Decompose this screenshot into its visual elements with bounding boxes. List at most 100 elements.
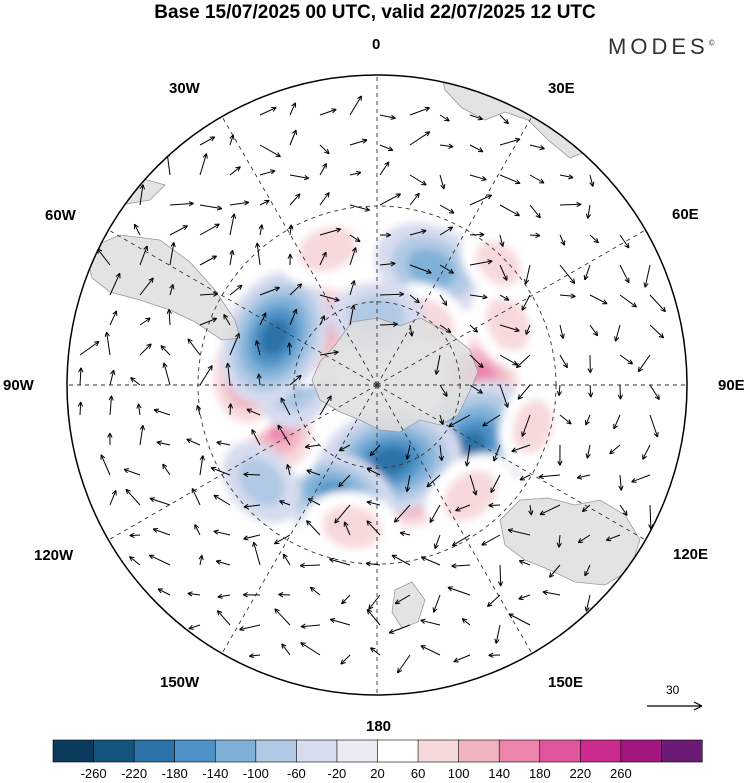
wind-vector-head xyxy=(280,397,286,403)
wind-vector-head xyxy=(291,102,297,108)
wind-vector-head xyxy=(549,572,555,578)
wind-vector-head xyxy=(300,623,306,629)
wind-vector-head xyxy=(405,454,411,460)
wind-vector-head xyxy=(153,408,160,414)
wind-vector xyxy=(216,560,231,566)
colorbar-tick-label: 260 xyxy=(610,766,632,781)
wind-vector-head xyxy=(448,422,455,428)
wind-vector-head xyxy=(335,227,342,233)
wind-vector xyxy=(186,438,201,446)
wind-vector-head xyxy=(334,518,340,524)
wind-vector xyxy=(433,594,441,613)
wind-vector xyxy=(649,504,652,530)
wind-vector-head xyxy=(535,212,541,219)
wind-vector xyxy=(199,255,217,266)
wind-vector-head xyxy=(111,490,117,496)
wind-vector-head xyxy=(472,490,478,496)
wind-vector xyxy=(123,468,141,476)
wind-vector xyxy=(259,170,276,176)
wind-vector-head xyxy=(255,242,261,248)
wind-vector xyxy=(199,293,218,296)
wind-vector xyxy=(319,192,330,206)
colorbar-swatch xyxy=(336,739,379,763)
wind-vector xyxy=(421,556,441,566)
wind-vector-head xyxy=(487,601,493,607)
wind-vector-head xyxy=(100,454,106,460)
wind-vector-head xyxy=(414,192,420,199)
colorbar-tick-label: -20 xyxy=(327,766,347,781)
wind-vector xyxy=(309,586,321,596)
wind-vector xyxy=(499,324,520,332)
wind-vector xyxy=(499,564,502,587)
wind-vector-head xyxy=(234,332,240,339)
wind-vector-head xyxy=(488,652,494,658)
wind-vector-head xyxy=(104,331,110,337)
wind-vector-head xyxy=(209,136,216,142)
wind-vector xyxy=(585,594,591,612)
wind-vector xyxy=(251,429,261,446)
wind-vector-head xyxy=(108,395,114,401)
wind-vector-head xyxy=(133,223,139,230)
wind-vector-head xyxy=(525,329,531,335)
wind-vector xyxy=(420,645,441,656)
wind-vector-head xyxy=(488,502,494,508)
wind-vector-head xyxy=(355,237,361,243)
graticule xyxy=(67,75,687,695)
wind-vector xyxy=(507,529,531,536)
wind-vector-head xyxy=(479,232,485,238)
wind-vector-head xyxy=(341,599,347,605)
wind-vector xyxy=(469,194,492,206)
wind-vector-head xyxy=(631,477,637,483)
wind-vector xyxy=(499,114,509,125)
wind-vector-head xyxy=(477,147,484,153)
wind-vector-head xyxy=(324,192,330,198)
wind-vector xyxy=(259,224,263,236)
wind-vector-head xyxy=(557,460,563,466)
meridian-line xyxy=(221,116,378,386)
wind-vector-head xyxy=(112,310,118,316)
wind-vector-head xyxy=(303,175,310,181)
wind-vector xyxy=(439,204,455,214)
wind-vector-head xyxy=(587,368,593,374)
colorbar-tick-label: 20 xyxy=(370,766,385,781)
wind-vector xyxy=(379,193,401,206)
wind-vector-head xyxy=(442,391,448,397)
wind-vector xyxy=(229,166,241,176)
anomaly-contour xyxy=(475,240,522,287)
wind-vector xyxy=(319,294,340,301)
wind-vector xyxy=(493,444,501,462)
wind-vector xyxy=(649,384,660,400)
wind-vector xyxy=(585,414,591,426)
lon-label-60e: 60E xyxy=(672,206,699,223)
wind-vector-head xyxy=(243,503,249,510)
wind-vector xyxy=(539,504,561,516)
wind-vector xyxy=(559,174,574,179)
wind-vector xyxy=(434,534,441,549)
wind-vector xyxy=(259,312,267,326)
wind-vector xyxy=(169,284,174,296)
wind-vector xyxy=(319,251,327,266)
wind-vector-head xyxy=(170,242,176,248)
colorbar-swatch xyxy=(296,739,338,763)
wind-vector-head xyxy=(508,613,514,619)
wind-vector-head xyxy=(366,609,373,615)
wind-vector xyxy=(499,294,510,301)
wind-vector xyxy=(589,174,594,187)
wind-vector-head xyxy=(542,590,548,596)
wind-vector xyxy=(439,444,443,461)
wind-vector-head xyxy=(334,296,340,302)
colorbar-swatch xyxy=(214,739,257,763)
wind-vector xyxy=(379,144,394,151)
wind-vector xyxy=(340,654,351,665)
wind-vector-head xyxy=(216,205,223,211)
wind-vector-head xyxy=(202,153,208,159)
wind-vector xyxy=(397,654,411,674)
wind-vector-head xyxy=(528,510,534,516)
wind-vector-head xyxy=(388,628,395,634)
wind-vector-head xyxy=(420,645,426,651)
australia xyxy=(499,497,641,586)
wind-vector xyxy=(253,541,261,566)
wind-vectors xyxy=(77,95,666,674)
wind-vector xyxy=(619,504,628,516)
wind-vector xyxy=(481,534,501,546)
